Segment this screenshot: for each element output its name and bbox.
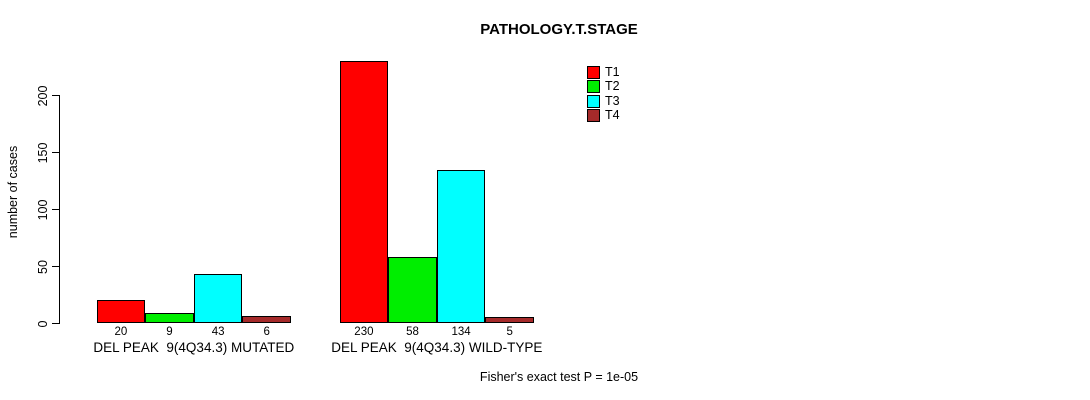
legend-item-t2: T2 — [587, 79, 620, 94]
bar-value-label-t1-wild-type: 230 — [354, 326, 374, 338]
x-axis-group-label-wild-type: DEL PEAK 9(4Q34.3) WILD-TYPE — [331, 340, 543, 355]
legend-swatch-t4 — [587, 109, 600, 123]
bar-value-label-t2-wild-type: 58 — [406, 326, 419, 338]
legend-label-t1: T1 — [605, 65, 620, 79]
legend-item-t3: T3 — [587, 93, 620, 108]
legend-label-t3: T3 — [605, 93, 620, 108]
bar-t2-wild-type — [388, 256, 437, 323]
bar-t4-wild-type — [485, 317, 534, 323]
annotation-fisher-test: Fisher's exact test P = 1e-05 — [479, 370, 639, 384]
legend-item-t1: T1 — [587, 66, 620, 79]
y-axis-tick — [52, 95, 59, 96]
y-axis-tick-label: 0 — [36, 320, 50, 327]
bar-t3-wild-type — [436, 170, 486, 323]
bar-value-label-t2-mutated: 9 — [166, 326, 173, 338]
bar-t1-mutated — [96, 300, 146, 323]
y-axis-tick-label: 50 — [36, 259, 50, 274]
y-axis-line — [59, 95, 60, 324]
legend-label-t2: T2 — [605, 79, 620, 94]
legend-swatch-t1 — [587, 66, 600, 79]
bar-value-label-t1-mutated: 20 — [114, 326, 128, 338]
legend-item-t4: T4 — [587, 108, 620, 123]
chart-title: PATHOLOGY.T.STAGE — [480, 21, 638, 38]
x-axis-group-label-mutated: DEL PEAK 9(4Q34.3) MUTATED — [93, 340, 295, 355]
bar-value-label-t4-wild-type: 5 — [506, 326, 513, 338]
bar-t4-mutated — [242, 316, 291, 323]
y-axis-tick-label: 100 — [36, 199, 50, 220]
legend-swatch-t2 — [587, 80, 600, 94]
bar-t3-mutated — [193, 273, 243, 323]
bar-value-label-t3-mutated: 43 — [211, 326, 225, 338]
bar-value-label-t3-wild-type: 134 — [451, 326, 471, 338]
bar-t2-mutated — [145, 312, 194, 323]
bar-t1-wild-type — [339, 60, 389, 323]
legend-label-t4: T4 — [605, 108, 620, 123]
y-axis-tick — [52, 209, 59, 210]
y-axis-tick — [52, 266, 59, 267]
y-axis-tick — [52, 152, 59, 153]
y-axis-tick-label: 200 — [36, 85, 50, 106]
y-axis-tick-label: 150 — [36, 142, 50, 163]
legend-swatch-t3 — [587, 94, 600, 108]
y-axis-tick — [52, 323, 59, 324]
bar-value-label-t4-mutated: 6 — [263, 326, 270, 338]
